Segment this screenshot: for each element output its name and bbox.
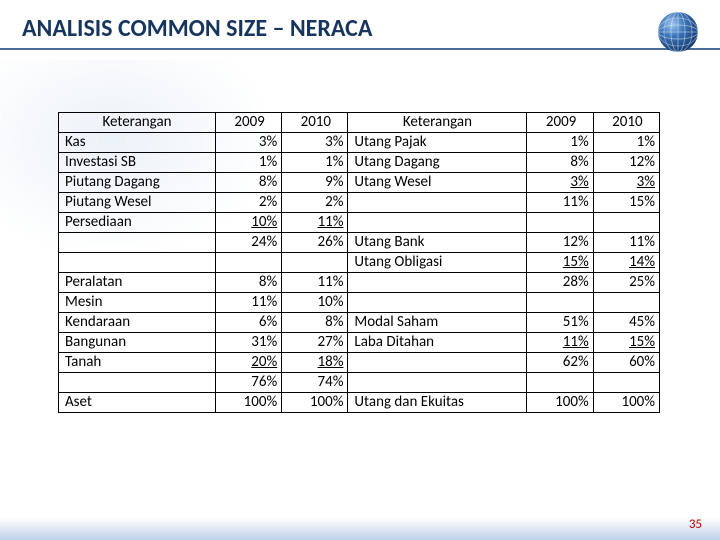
row-10-2009-right: 11%: [527, 333, 593, 353]
row-13-2010-right: 100%: [593, 393, 659, 413]
row-3-desc-left: Piutang Wesel: [59, 193, 216, 213]
row-8-2009-right: [527, 293, 593, 313]
row-11-desc-left: Tanah: [59, 353, 216, 373]
row-5-desc-right: Utang Bank: [348, 233, 527, 253]
row-13-2009-left: 100%: [215, 393, 281, 413]
title-underline: [0, 48, 720, 50]
row-11-2010-left: 18%: [282, 353, 348, 373]
row-6-2009-left: [215, 253, 281, 273]
row-5-2009-left: 24%: [215, 233, 281, 253]
row-9-desc-right: Modal Saham: [348, 313, 527, 333]
row-13-desc-left: Aset: [59, 393, 216, 413]
row-3-2010-left: 2%: [282, 193, 348, 213]
row-8-2010-right: [593, 293, 659, 313]
row-7-desc-left: Peralatan: [59, 273, 216, 293]
row-4-2010-right: [593, 213, 659, 233]
row-2-2010-right: 3%: [593, 173, 659, 193]
row-2-2009-left: 8%: [215, 173, 281, 193]
page-number: 35: [689, 517, 702, 532]
bottom-accent: [0, 518, 720, 540]
row-12-2009-left: 76%: [215, 373, 281, 393]
row-13-desc-right: Utang dan Ekuitas: [348, 393, 527, 413]
row-12-2010-right: [593, 373, 659, 393]
row-8-desc-right: [348, 293, 527, 313]
row-6-2010-right: 14%: [593, 253, 659, 273]
row-0-2009-left: 3%: [215, 133, 281, 153]
row-10-desc-right: Laba Ditahan: [348, 333, 527, 353]
row-9-2009-left: 6%: [215, 313, 281, 333]
row-5-2010-right: 11%: [593, 233, 659, 253]
row-3-2009-left: 2%: [215, 193, 281, 213]
row-12-2009-right: [527, 373, 593, 393]
row-10-2010-left: 27%: [282, 333, 348, 353]
row-0-2010-right: 1%: [593, 133, 659, 153]
row-1-2010-right: 12%: [593, 153, 659, 173]
row-4-2009-left: 10%: [215, 213, 281, 233]
row-0-2009-right: 1%: [527, 133, 593, 153]
row-2-desc-right: Utang Wesel: [348, 173, 527, 193]
row-10-2010-right: 15%: [593, 333, 659, 353]
row-2-2010-left: 9%: [282, 173, 348, 193]
row-2-2009-right: 3%: [527, 173, 593, 193]
row-13-2010-left: 100%: [282, 393, 348, 413]
row-1-2009-left: 1%: [215, 153, 281, 173]
row-5-2010-left: 26%: [282, 233, 348, 253]
row-10-desc-left: Bangunan: [59, 333, 216, 353]
row-5-desc-left: [59, 233, 216, 253]
row-7-2010-right: 25%: [593, 273, 659, 293]
row-8-desc-left: Mesin: [59, 293, 216, 313]
header-2009-left: 2009: [215, 113, 281, 133]
row-6-2010-left: [282, 253, 348, 273]
header-2009-right: 2009: [527, 113, 593, 133]
row-7-2009-right: 28%: [527, 273, 593, 293]
row-2-desc-left: Piutang Dagang: [59, 173, 216, 193]
header-2010-left: 2010: [282, 113, 348, 133]
globe-icon: [656, 10, 700, 54]
row-1-2010-left: 1%: [282, 153, 348, 173]
row-0-desc-right: Utang Pajak: [348, 133, 527, 153]
row-0-desc-left: Kas: [59, 133, 216, 153]
row-0-2010-left: 3%: [282, 133, 348, 153]
row-11-2009-left: 20%: [215, 353, 281, 373]
row-10-2009-left: 31%: [215, 333, 281, 353]
row-11-2009-right: 62%: [527, 353, 593, 373]
row-1-2009-right: 8%: [527, 153, 593, 173]
page-title: ANALISIS COMMON SIZE – NERACA: [22, 14, 372, 43]
row-12-2010-left: 74%: [282, 373, 348, 393]
row-9-2009-right: 51%: [527, 313, 593, 333]
row-3-desc-right: [348, 193, 527, 213]
row-9-2010-left: 8%: [282, 313, 348, 333]
row-4-2009-right: [527, 213, 593, 233]
row-3-2009-right: 11%: [527, 193, 593, 213]
row-7-2009-left: 8%: [215, 273, 281, 293]
header-keterangan-left: Keterangan: [59, 113, 216, 133]
row-4-desc-right: [348, 213, 527, 233]
row-13-2009-right: 100%: [527, 393, 593, 413]
row-12-desc-right: [348, 373, 527, 393]
header-2010-right: 2010: [593, 113, 659, 133]
row-12-desc-left: [59, 373, 216, 393]
row-7-desc-right: [348, 273, 527, 293]
header-keterangan-right: Keterangan: [348, 113, 527, 133]
row-1-desc-right: Utang Dagang: [348, 153, 527, 173]
row-8-2010-left: 10%: [282, 293, 348, 313]
row-6-desc-left: [59, 253, 216, 273]
row-9-2010-right: 45%: [593, 313, 659, 333]
row-8-2009-left: 11%: [215, 293, 281, 313]
row-6-2009-right: 15%: [527, 253, 593, 273]
row-7-2010-left: 11%: [282, 273, 348, 293]
row-11-2010-right: 60%: [593, 353, 659, 373]
row-3-2010-right: 15%: [593, 193, 659, 213]
row-5-2009-right: 12%: [527, 233, 593, 253]
row-4-2010-left: 11%: [282, 213, 348, 233]
row-1-desc-left: Investasi SB: [59, 153, 216, 173]
row-6-desc-right: Utang Obligasi: [348, 253, 527, 273]
common-size-table: Keterangan20092010Keterangan20092010Kas3…: [58, 112, 660, 413]
row-9-desc-left: Kendaraan: [59, 313, 216, 333]
row-4-desc-left: Persediaan: [59, 213, 216, 233]
row-11-desc-right: [348, 353, 527, 373]
